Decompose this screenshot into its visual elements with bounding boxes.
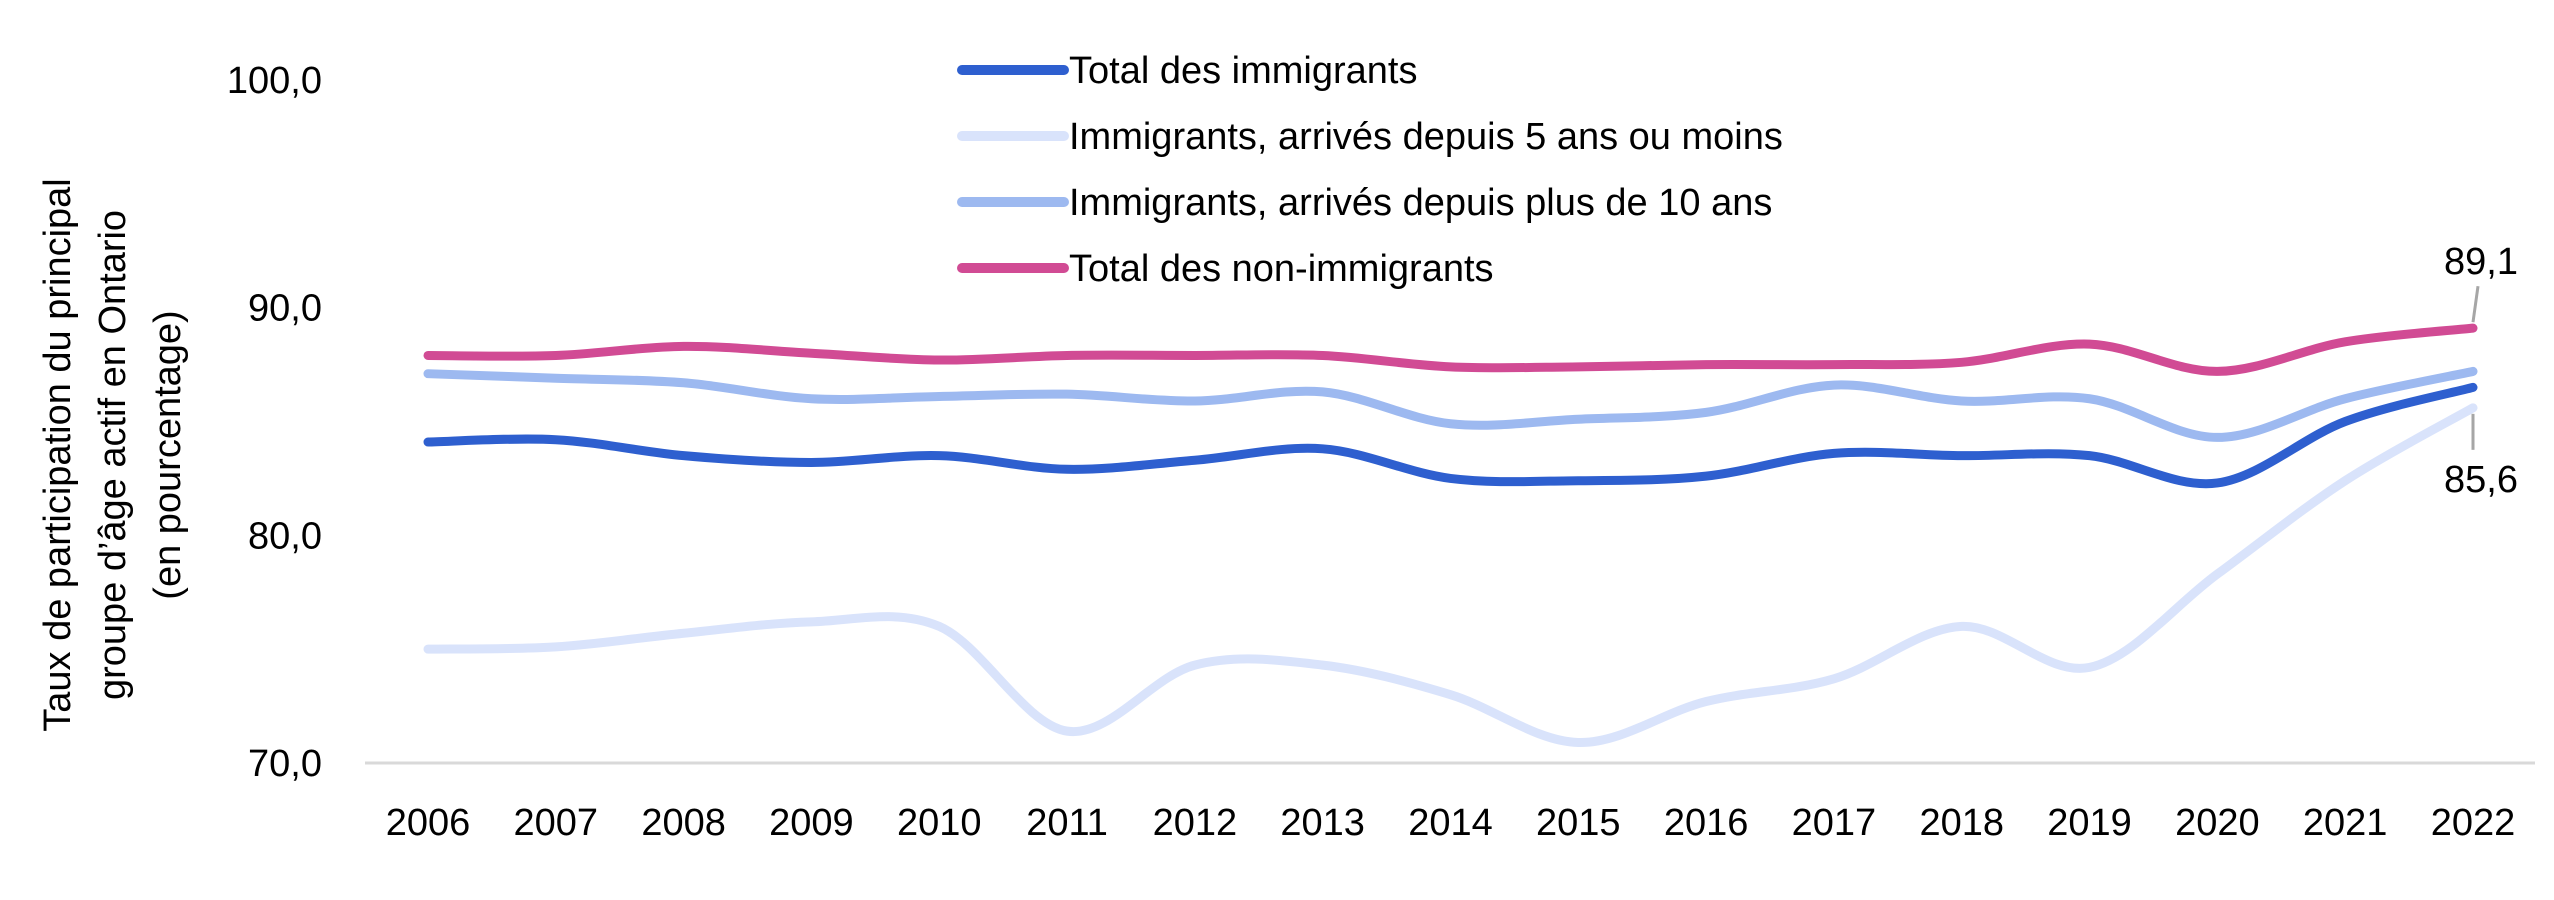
x-axis-ticks: 2006 2007 2008 2009 2010 2011 2012 2013 2014 2015…	[386, 802, 2516, 844]
series-line-1	[423, 403, 2478, 748]
series-line-3	[423, 323, 2478, 376]
y-axis-title-line-3: (en pourcentage)	[147, 310, 189, 599]
x-tick-label: 2011	[1026, 802, 1108, 844]
y-tick-label: 100,0	[227, 60, 322, 102]
y-axis-title: Taux de participation du principal group…	[37, 178, 189, 731]
y-axis-ticks: 70,0 80,0 90,0 100,0	[227, 60, 322, 785]
y-tick-label: 80,0	[248, 515, 322, 557]
legend-label: Immigrants, arrivés depuis plus de 10 an…	[1069, 182, 1772, 224]
x-tick-label: 2006	[386, 802, 471, 844]
x-tick-label: 2019	[2047, 802, 2132, 844]
series-line-0	[423, 382, 2478, 489]
x-tick-label: 2017	[1792, 802, 1877, 844]
x-tick-label: 2018	[1919, 802, 2004, 844]
legend: Total des immigrants Immigrants, arrivés …	[957, 50, 1783, 290]
x-tick-label: 2010	[897, 802, 982, 844]
legend-item: Total des immigrants	[957, 50, 1417, 92]
data-label: 89,1	[2444, 241, 2518, 283]
legend-label: Total des immigrants	[1069, 50, 1417, 92]
x-tick-label: 2015	[1536, 802, 1621, 844]
y-axis-title-line-1: Taux de participation du principal	[37, 178, 79, 731]
data-label-leader	[2471, 285, 2480, 323]
series-lines	[423, 323, 2478, 748]
x-tick-label: 2007	[514, 802, 599, 844]
legend-label: Total des non-immigrants	[1069, 248, 1494, 290]
legend-item: Total des non-immigrants	[957, 248, 1494, 290]
series-line-2	[423, 366, 2478, 442]
x-tick-label: 2012	[1153, 802, 1238, 844]
x-tick-label: 2008	[641, 802, 726, 844]
legend-item: Immigrants, arrivés depuis plus de 10 an…	[957, 182, 1772, 224]
legend-item: Immigrants, arrivés depuis 5 ans ou moin…	[957, 116, 1783, 158]
x-tick-label: 2020	[2175, 802, 2260, 844]
x-tick-label: 2013	[1280, 802, 1365, 844]
y-tick-label: 70,0	[248, 743, 322, 785]
data-label: 85,6	[2444, 459, 2518, 501]
y-tick-label: 90,0	[248, 288, 322, 330]
x-tick-label: 2009	[769, 802, 854, 844]
x-tick-label: 2021	[2303, 802, 2388, 844]
x-tick-label: 2014	[1408, 802, 1493, 844]
x-tick-label: 2022	[2431, 802, 2516, 844]
data-labels: 89,1 85,6	[2444, 241, 2518, 501]
legend-label: Immigrants, arrivés depuis 5 ans ou moin…	[1069, 116, 1783, 158]
y-axis-title-line-2: groupe d’âge actif en Ontario	[92, 210, 134, 700]
x-tick-label: 2016	[1664, 802, 1749, 844]
